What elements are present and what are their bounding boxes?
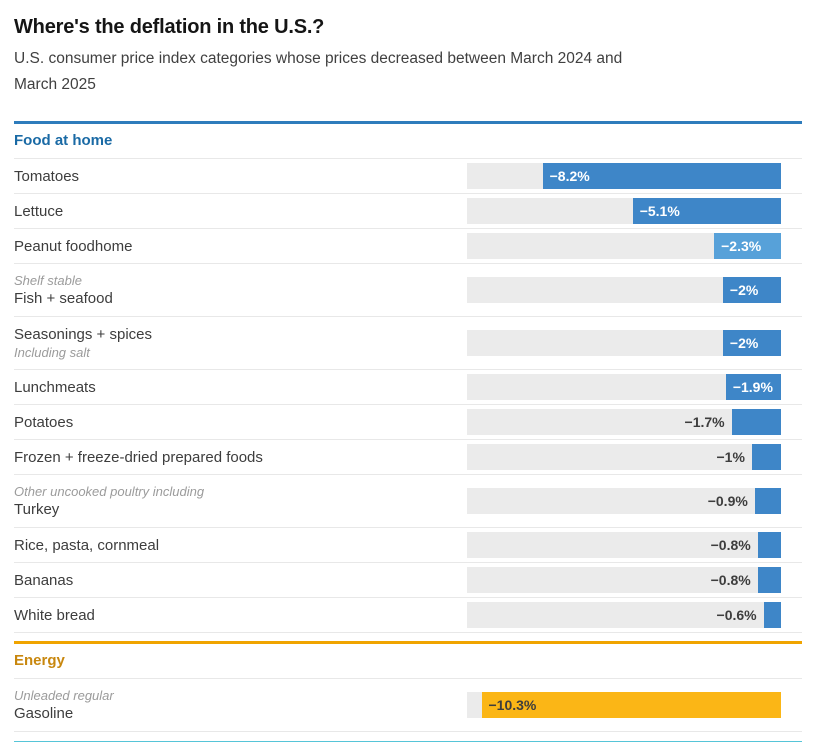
row-note-above: Other uncooked poultry including <box>14 484 205 499</box>
bar-track: −8.2% <box>467 163 781 189</box>
bar: −8.2% <box>542 163 781 189</box>
row-label: Turkey <box>14 501 60 518</box>
category-label-cell: Shelf stable Fish + seafood <box>14 272 467 308</box>
bar: −5.1% <box>632 198 781 224</box>
category-label-cell: Frozen + freeze-dried prepared foods <box>14 448 467 467</box>
category-label-cell: Seasonings + spices Including salt <box>14 325 467 361</box>
category-row: Peanut foodhome −2.3% <box>14 228 802 263</box>
bar-track: −2% <box>467 330 781 356</box>
bar-value-label: −2% <box>729 335 759 351</box>
row-label: Potatoes <box>14 413 74 431</box>
bar-value-label: −1% <box>716 449 745 465</box>
bar-track: −0.6% <box>467 602 781 628</box>
bar-value-label: −5.1% <box>639 203 680 219</box>
bar: −10.3% <box>481 692 781 718</box>
bar: −2% <box>722 277 781 303</box>
category-row: Bananas −0.8% <box>14 562 802 597</box>
category-row: White bread −0.6% <box>14 597 802 632</box>
row-label: Peanut foodhome <box>14 237 133 255</box>
bar-value-label: −2% <box>729 282 759 298</box>
category-row: Frozen + freeze-dried prepared foods −1% <box>14 439 802 474</box>
row-label: White bread <box>14 606 95 624</box>
sections-container: Food at home Tomatoes −8.2% Lettuce −5.1… <box>14 121 802 732</box>
category-row: Seasonings + spices Including salt −2% <box>14 316 802 369</box>
bar-value-label: −0.9% <box>707 493 748 509</box>
row-label: Lettuce <box>14 202 64 220</box>
category-row: Rice, pasta, cornmeal −0.8% <box>14 527 802 562</box>
bar-value-label: −1.9% <box>732 379 773 395</box>
row-note-below: Including salt <box>14 345 90 360</box>
chart-page: Where's the deflation in the U.S.? U.S. … <box>0 14 820 742</box>
bar-track: −2.3% <box>467 233 781 259</box>
category-label-cell: Unleaded regular Gasoline <box>14 687 467 723</box>
bar-track: −10.3% <box>467 692 781 718</box>
section-rows: Tomatoes −8.2% Lettuce −5.1% Peanut food… <box>14 158 802 633</box>
bar-value-label: −1.7% <box>684 414 725 430</box>
row-label: Bananas <box>14 571 74 589</box>
category-row: Other uncooked poultry including Turkey … <box>14 474 802 527</box>
bar-track: −1% <box>467 444 781 470</box>
bar <box>757 567 781 593</box>
category-label-cell: Peanut foodhome <box>14 237 467 256</box>
section-divider-line <box>14 641 802 644</box>
category-row: Unleaded regular Gasoline −10.3% <box>14 678 802 731</box>
row-label: Tomatoes <box>14 167 80 185</box>
category-label-cell: Potatoes <box>14 413 467 432</box>
row-label: Rice, pasta, cornmeal <box>14 536 160 554</box>
row-label: Frozen + freeze-dried prepared foods <box>14 448 263 466</box>
category-label-cell: Tomatoes <box>14 167 467 186</box>
bar-value-label: −2.3% <box>721 238 762 254</box>
category-row: Lettuce −5.1% <box>14 193 802 228</box>
category-row: Lunchmeats −1.9% <box>14 369 802 404</box>
category-label-cell: Other uncooked poultry including Turkey <box>14 483 467 519</box>
bar-track: −0.8% <box>467 567 781 593</box>
bar: −2.3% <box>714 233 781 259</box>
section-rows: Unleaded regular Gasoline −10.3% <box>14 678 802 732</box>
bar: −1.9% <box>725 374 781 400</box>
category-label-cell: White bread <box>14 606 467 625</box>
bar-track: −5.1% <box>467 198 781 224</box>
row-label: Seasonings + spices <box>14 326 153 343</box>
row-label: Lunchmeats <box>14 378 96 396</box>
category-label-cell: Rice, pasta, cornmeal <box>14 536 467 555</box>
section-title: Energy <box>14 652 65 669</box>
bar <box>731 409 781 435</box>
row-label: Fish + seafood <box>14 290 113 307</box>
bar-track: −1.9% <box>467 374 781 400</box>
bar-value-label: −8.2% <box>549 168 590 184</box>
bar-value-label: −0.6% <box>716 607 757 623</box>
chart-subtitle: U.S. consumer price index categories who… <box>14 46 802 98</box>
category-label-cell: Lettuce <box>14 202 467 221</box>
category-row: Shelf stable Fish + seafood −2% <box>14 263 802 316</box>
category-label-cell: Lunchmeats <box>14 378 467 397</box>
bar-value-label: −0.8% <box>710 572 751 588</box>
bar: −2% <box>722 330 781 356</box>
chart-section: Energy Unleaded regular Gasoline −10.3% <box>14 641 802 732</box>
chart-subtitle-line-2: March 2025 <box>14 76 96 93</box>
bar-track: −0.9% <box>467 488 781 514</box>
row-label: Gasoline <box>14 705 74 722</box>
bar <box>757 532 781 558</box>
category-label-cell: Bananas <box>14 571 467 590</box>
category-row: Tomatoes −8.2% <box>14 158 802 193</box>
bar <box>763 602 781 628</box>
bar-value-label: −10.3% <box>488 697 537 713</box>
bar <box>751 444 781 470</box>
section-title: Food at home <box>14 132 113 149</box>
section-divider-line <box>14 121 802 124</box>
chart-subtitle-line-1: U.S. consumer price index categories who… <box>14 50 623 67</box>
page-title: Where's the deflation in the U.S.? <box>14 16 325 38</box>
category-row: Potatoes −1.7% <box>14 404 802 439</box>
bar-value-label: −0.8% <box>710 537 751 553</box>
bar <box>754 488 781 514</box>
row-note-above: Unleaded regular <box>14 688 114 703</box>
bar-track: −1.7% <box>467 409 781 435</box>
bar-track: −2% <box>467 277 781 303</box>
bar-track: −0.8% <box>467 532 781 558</box>
row-note-above: Shelf stable <box>14 273 82 288</box>
chart-section: Food at home Tomatoes −8.2% Lettuce −5.1… <box>14 121 802 633</box>
